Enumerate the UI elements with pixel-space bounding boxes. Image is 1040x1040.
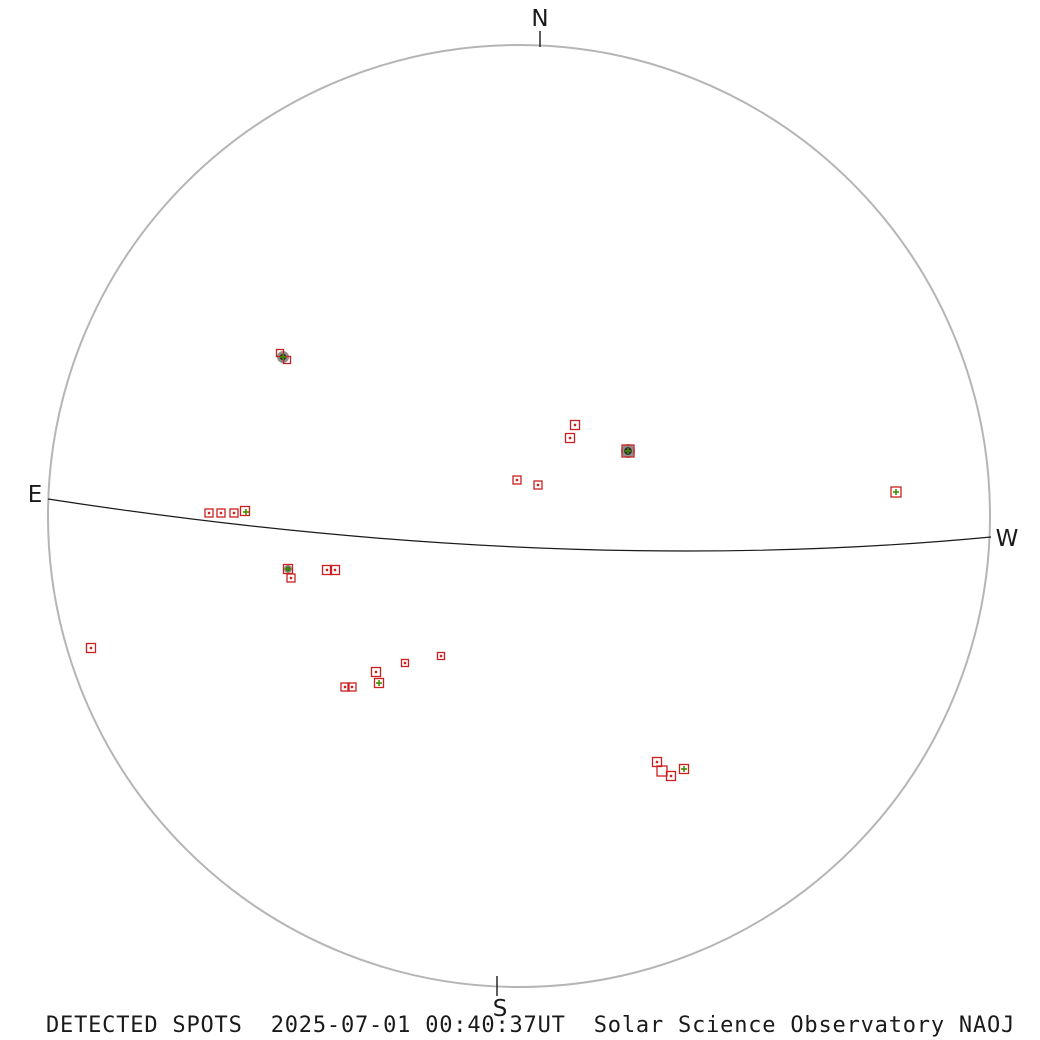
- compass-label-west: W: [996, 526, 1019, 552]
- sunspot-marker: [665, 770, 677, 782]
- sunspot-marker: [373, 677, 385, 689]
- compass-label-east: E: [28, 482, 43, 508]
- sunspot-marker: [893, 489, 899, 495]
- sunspot-marker: [512, 475, 522, 485]
- sunspot-marker: [569, 419, 581, 431]
- spots-layer: [85, 348, 902, 782]
- sunspot-marker: [243, 509, 249, 515]
- sunspot-marker: [329, 564, 341, 576]
- sunspot-marker: [625, 448, 631, 454]
- sunspot-marker: [216, 508, 226, 518]
- caption: DETECTED SPOTS 2025-07-01 00:40:37UT Sol…: [46, 1013, 1016, 1038]
- sunspot-marker: [280, 354, 286, 360]
- sunspot-marker: [651, 756, 663, 768]
- sunspot-marker: [204, 508, 214, 518]
- sunspot-marker: [229, 508, 239, 518]
- sunspot-marker: [85, 642, 97, 654]
- sunspot-marker: [436, 651, 446, 661]
- solar-disk-limb: [47, 44, 991, 988]
- sunspot-marker: [285, 566, 291, 572]
- sunspot-marker: [347, 682, 357, 692]
- compass-label-north: N: [531, 6, 548, 32]
- solar-equator-line: [47, 498, 992, 552]
- sunspot-marker: [678, 763, 690, 775]
- sunspot-marker: [370, 666, 382, 678]
- sunspot-marker: [321, 564, 333, 576]
- sunspot-marker: [564, 432, 576, 444]
- sunspot-marker: [621, 444, 635, 458]
- sunspot-marker: [286, 573, 296, 583]
- sunspot-marker: [533, 480, 543, 490]
- sunspot-marker: [376, 680, 382, 686]
- sunspot-marker: [656, 765, 668, 777]
- sunspot-marker: [681, 766, 687, 772]
- sunspot-marker: [890, 486, 902, 498]
- sunspot-marker: [239, 505, 251, 517]
- sunspot-marker: [400, 658, 410, 668]
- compass-label-south: S: [493, 996, 508, 1022]
- sunspot-marker: [340, 682, 350, 692]
